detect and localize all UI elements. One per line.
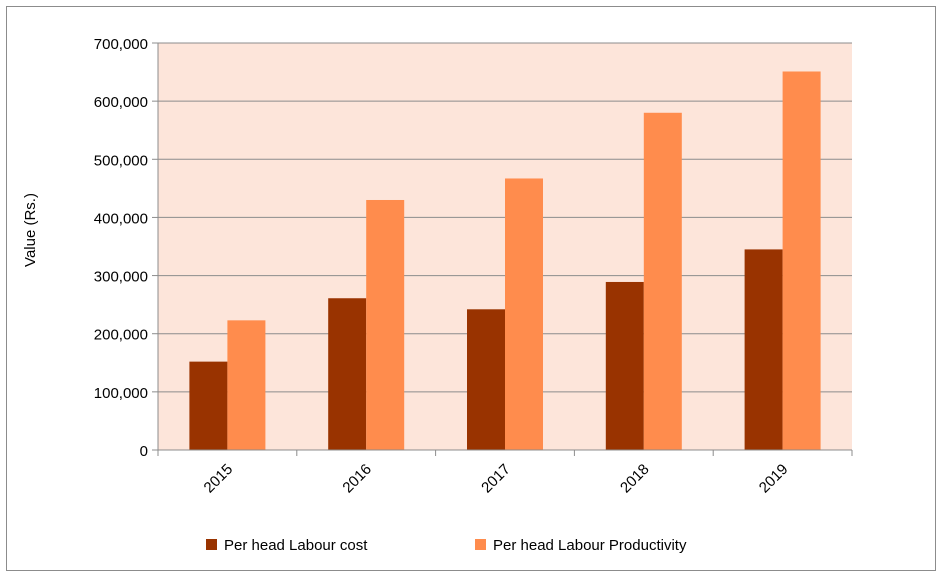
x-tick-label: 2015 xyxy=(201,461,237,497)
y-tick-label: 500,000 xyxy=(94,152,148,169)
bar-labour-cost-2015 xyxy=(189,361,228,450)
legend: Per head Labour cost Per head Labour Prod… xyxy=(206,537,687,554)
y-tick-label: 100,000 xyxy=(94,385,148,402)
bar-chart: 0 100,000 200,000 300,000 400,000 500,000 600,… xyxy=(22,36,853,554)
bar-labour-cost-2019 xyxy=(744,249,783,450)
y-tick-label: 600,000 xyxy=(94,94,148,111)
legend-label: Per head Labour cost xyxy=(224,537,368,554)
bar-labour-productivity-2017 xyxy=(505,178,543,451)
bar-labour-cost-2016 xyxy=(328,298,367,450)
y-tick-label: 400,000 xyxy=(94,210,148,227)
bar-labour-productivity-2015 xyxy=(227,320,266,450)
legend-swatch xyxy=(475,539,486,550)
chart-frame: 0 100,000 200,000 300,000 400,000 500,000 600,… xyxy=(6,6,936,571)
bar-labour-productivity-2016 xyxy=(366,199,405,450)
y-tick-label: 0 xyxy=(140,443,148,460)
x-tick-label: 2016 xyxy=(339,461,375,497)
y-tick-label: 700,000 xyxy=(94,36,148,53)
x-tick-label: 2019 xyxy=(756,461,792,497)
bar-labour-cost-2018 xyxy=(605,281,644,450)
x-tick-labels: 2015 2016 2017 2018 2019 xyxy=(201,461,792,497)
y-axis-label: Value (Rs.) xyxy=(22,193,39,267)
bar-labour-productivity-2018 xyxy=(643,112,682,451)
bars xyxy=(189,71,821,451)
y-tick-label: 300,000 xyxy=(94,269,148,286)
legend-swatch xyxy=(206,539,217,550)
y-tick-labels: 0 100,000 200,000 300,000 400,000 500,000 600,… xyxy=(94,36,148,460)
y-tick-label: 200,000 xyxy=(94,327,148,344)
bar-labour-cost-2017 xyxy=(467,309,505,450)
legend-label: Per head Labour Productivity xyxy=(493,537,687,554)
axes xyxy=(157,43,853,456)
x-tick-label: 2017 xyxy=(478,461,514,497)
bar-labour-productivity-2019 xyxy=(782,71,821,451)
x-tick-label: 2018 xyxy=(617,461,653,497)
